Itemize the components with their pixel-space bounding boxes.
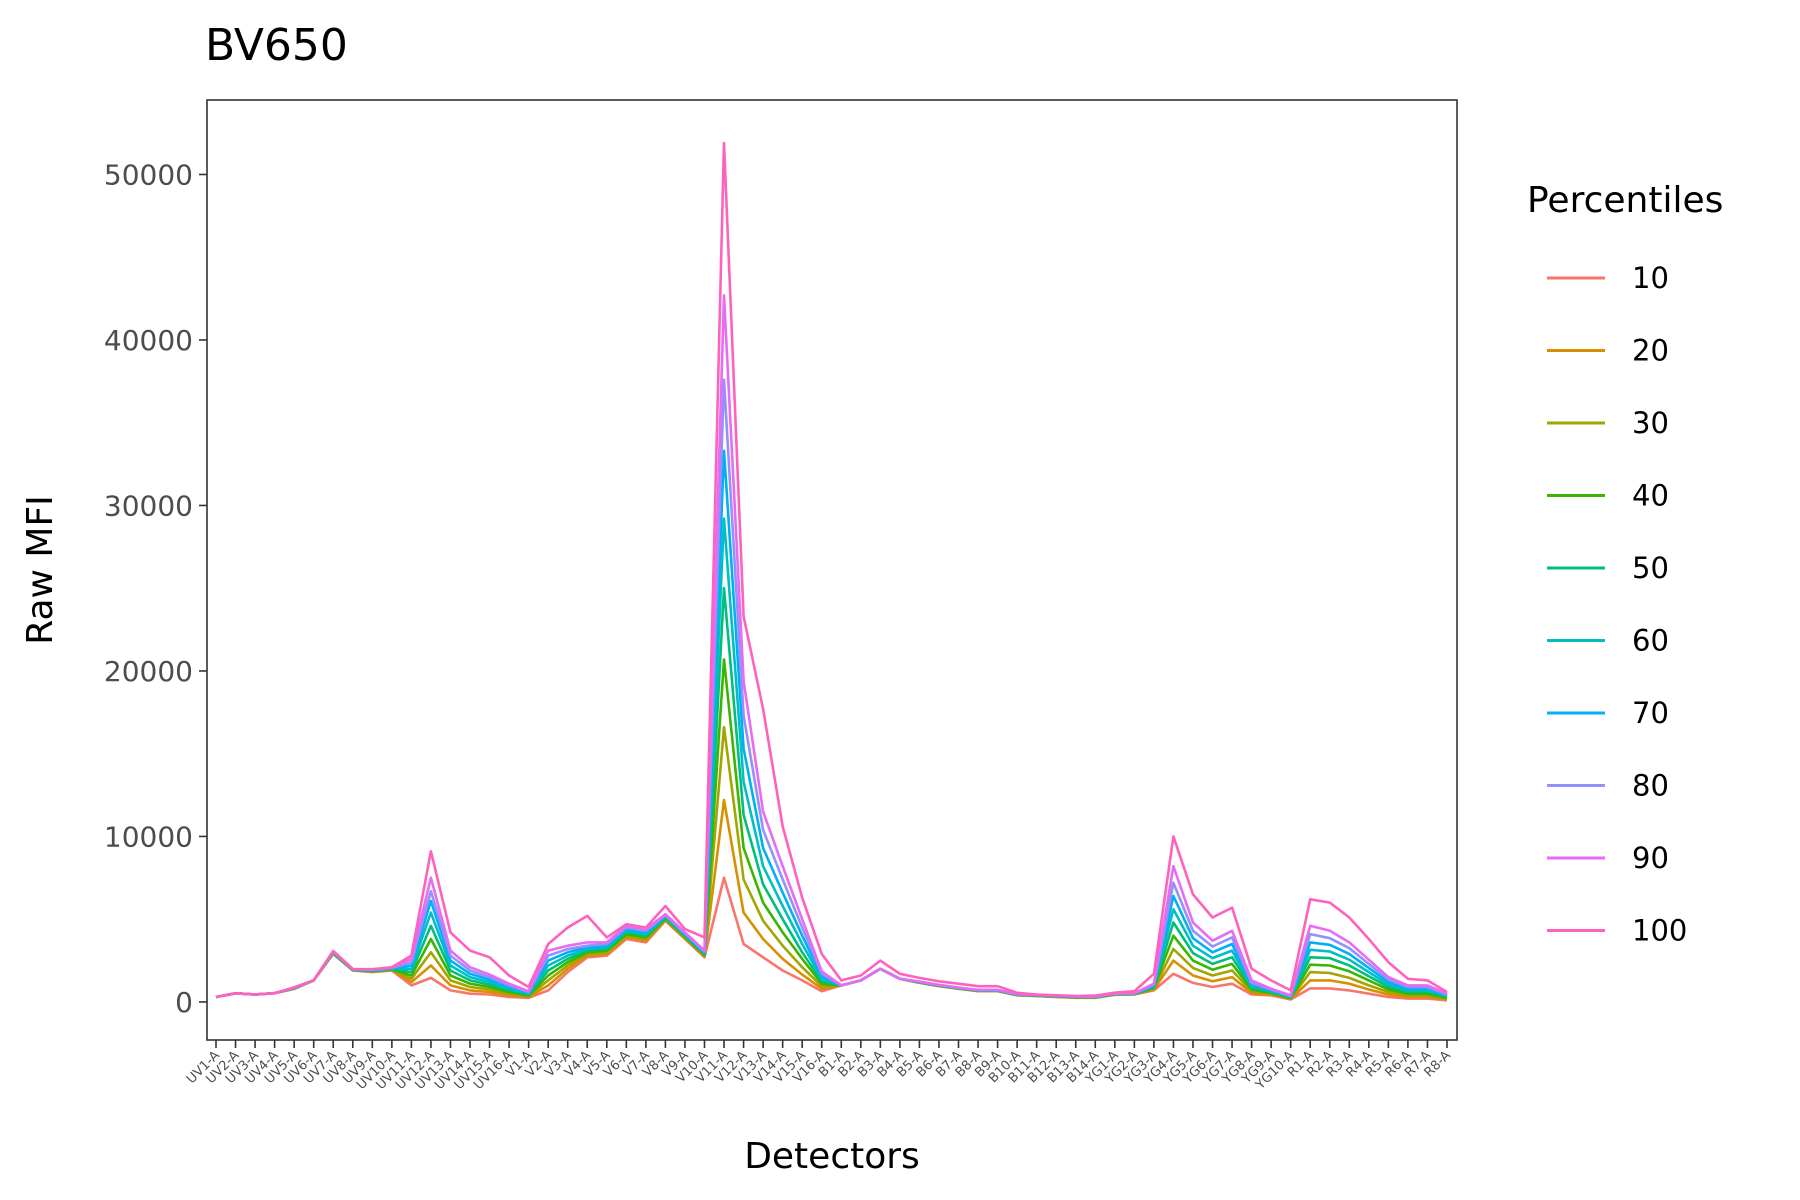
legend: Percentiles 10 20 30 40 50 60 70 80 90 100	[1527, 180, 1723, 948]
legend-label-80: 80	[1632, 769, 1669, 803]
series-line-70	[215, 449, 1448, 999]
series-line-80	[215, 378, 1448, 999]
series-line-90	[215, 293, 1448, 999]
legend-label-90: 90	[1632, 841, 1669, 875]
x-axis-title: Detectors	[744, 1136, 920, 1177]
legend-label-100: 100	[1632, 914, 1687, 948]
y-tick-label: 30000	[104, 489, 193, 522]
y-tick-label: 10000	[104, 820, 193, 853]
legend-label-50: 50	[1632, 551, 1669, 585]
series-line-100	[215, 141, 1448, 999]
chart-title: BV650	[205, 20, 348, 71]
series-line-40	[215, 658, 1448, 1000]
series-lines	[215, 141, 1448, 1002]
y-axis: 0 10000 20000 30000 40000 50000	[104, 158, 207, 1019]
plot-panel-border	[206, 99, 1458, 1041]
legend-label-70: 70	[1632, 696, 1669, 730]
y-tick-label: 0	[175, 986, 193, 1019]
series-line-60	[215, 517, 1448, 999]
legend-label-60: 60	[1632, 624, 1669, 658]
x-axis: UV1-AUV2-AUV3-AUV4-AUV5-AUV6-AUV7-AUV8-A…	[184, 1040, 1454, 1093]
legend-label-30: 30	[1632, 406, 1669, 440]
series-line-50	[215, 586, 1448, 999]
y-tick-label: 50000	[104, 158, 193, 191]
legend-label-10: 10	[1632, 261, 1669, 295]
series-line-30	[215, 725, 1448, 1000]
legend-label-20: 20	[1632, 334, 1669, 368]
y-tick-label: 20000	[104, 655, 193, 688]
legend-label-40: 40	[1632, 479, 1669, 513]
y-axis-title: Raw MFI	[20, 495, 61, 645]
legend-title: Percentiles	[1527, 180, 1723, 221]
y-tick-label: 40000	[104, 324, 193, 357]
